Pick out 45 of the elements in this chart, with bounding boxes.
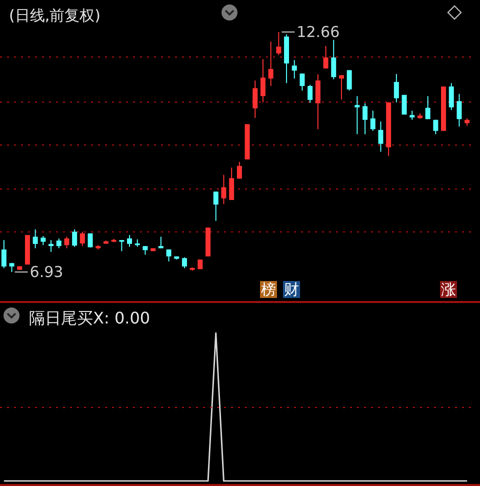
candlestick — [260, 58, 266, 103]
text: 榜 — [261, 280, 276, 298]
candlestick — [229, 167, 234, 200]
candlestick — [56, 238, 62, 249]
annotation: 12.66 — [296, 23, 340, 41]
text: 涨 — [441, 280, 456, 298]
candlestick — [221, 174, 226, 205]
candlestick — [433, 119, 438, 135]
candlestick — [1, 240, 6, 269]
candlestick — [308, 84, 313, 104]
candlestick — [362, 102, 368, 135]
chart-title: (日线,前复权) — [9, 6, 100, 24]
candlestick — [88, 232, 93, 248]
candlestick — [315, 74, 320, 130]
candlestick — [354, 96, 360, 135]
candlestick — [346, 70, 352, 92]
candlestick — [64, 236, 70, 249]
candlestick — [48, 240, 54, 252]
candlestick — [40, 236, 46, 246]
candlestick — [32, 228, 38, 249]
text: 财 — [284, 280, 299, 298]
annotation: 6.93 — [30, 263, 64, 281]
candlestick — [425, 96, 430, 120]
candlestick — [448, 82, 454, 110]
candlestick — [127, 234, 132, 248]
candlestick — [236, 161, 242, 180]
candlestick — [119, 240, 124, 252]
candlestick — [370, 110, 376, 132]
candlestick — [410, 110, 415, 120]
candlestick — [72, 228, 78, 248]
candlestick — [338, 74, 344, 100]
chart-title: 隔日尾买X: 0.00 — [29, 308, 150, 328]
candlestick — [252, 80, 258, 118]
candlestick — [80, 231, 85, 247]
candlestick — [182, 256, 187, 269]
candlestick — [268, 41, 274, 86]
candlestick — [323, 45, 328, 69]
candlestick — [456, 93, 462, 128]
candlestick — [276, 32, 282, 56]
candlestick — [213, 191, 218, 222]
candlestick — [300, 73, 305, 92]
candlestick — [331, 39, 336, 80]
candlestick — [394, 74, 399, 103]
candlestick — [292, 60, 297, 80]
candlestick — [378, 121, 384, 152]
